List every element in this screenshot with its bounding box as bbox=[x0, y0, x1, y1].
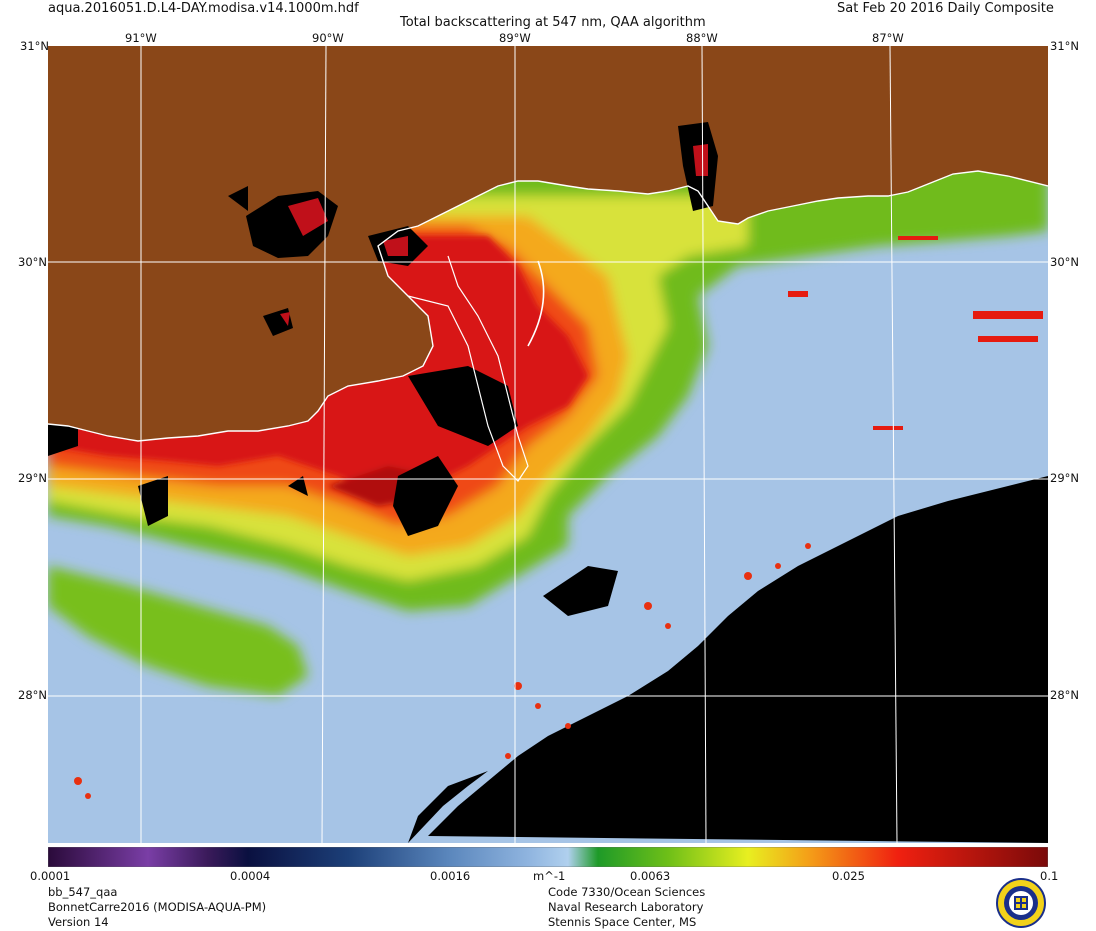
barrier-features bbox=[788, 236, 1043, 430]
product-name: bb_547_qaa bbox=[48, 885, 118, 899]
lon-label-87w: 87°W bbox=[872, 31, 904, 45]
no-data-areas bbox=[48, 366, 1048, 843]
org-name: Naval Research Laboratory bbox=[548, 900, 704, 914]
lake-red-patches bbox=[280, 144, 708, 326]
org-location: Stennis Space Center, MS bbox=[548, 915, 697, 929]
chandeleur-islands bbox=[527, 260, 545, 347]
lat-label-30n-right: 30°N bbox=[1050, 255, 1079, 269]
org-code: Code 7330/Ocean Sciences bbox=[548, 885, 706, 899]
file-name: aqua.2016051.D.L4-DAY.modisa.v14.1000m.h… bbox=[48, 1, 359, 16]
satellite-map[interactable] bbox=[48, 46, 1048, 843]
colorbar-tick-1: 0.0004 bbox=[230, 869, 271, 883]
land-mass bbox=[48, 46, 1048, 441]
corner-label-top-left: 31°N bbox=[20, 39, 49, 53]
version-label: Version 14 bbox=[48, 915, 109, 929]
lon-label-90w: 90°W bbox=[312, 31, 344, 45]
shelf-speckles bbox=[74, 543, 811, 799]
lat-label-28n-right: 28°N bbox=[1050, 688, 1079, 702]
lon-label-89w: 89°W bbox=[499, 31, 531, 45]
map-title: Total backscattering at 547 nm, QAA algo… bbox=[400, 15, 706, 30]
nrl-seal-logo bbox=[996, 878, 1046, 928]
colorbar bbox=[48, 847, 1048, 867]
colorbar-unit: m^-1 bbox=[533, 869, 566, 883]
composite-date: Sat Feb 20 2016 Daily Composite bbox=[837, 1, 1054, 16]
graticule bbox=[48, 46, 1048, 843]
colorbar-tick-5: 0.1 bbox=[1040, 869, 1059, 883]
project-name: BonnetCarre2016 (MODISA-AQUA-PM) bbox=[48, 900, 267, 914]
lat-label-29n-right: 29°N bbox=[1050, 471, 1079, 485]
lon-label-91w: 91°W bbox=[125, 31, 157, 45]
corner-label-top-right: 31°N bbox=[1050, 39, 1079, 53]
lat-label-28n-left: 28°N bbox=[18, 688, 47, 702]
delta-coastline bbox=[407, 255, 529, 482]
lon-label-88w: 88°W bbox=[686, 31, 718, 45]
colorbar-tick-0: 0.0001 bbox=[30, 869, 71, 883]
lat-label-30n-left: 30°N bbox=[18, 255, 47, 269]
coastline bbox=[48, 170, 1048, 442]
colorbar-tick-2: 0.0016 bbox=[430, 869, 471, 883]
colorbar-tick-4: 0.025 bbox=[832, 869, 865, 883]
colorbar-tick-3: 0.0063 bbox=[630, 869, 671, 883]
lat-label-29n-left: 29°N bbox=[18, 471, 47, 485]
